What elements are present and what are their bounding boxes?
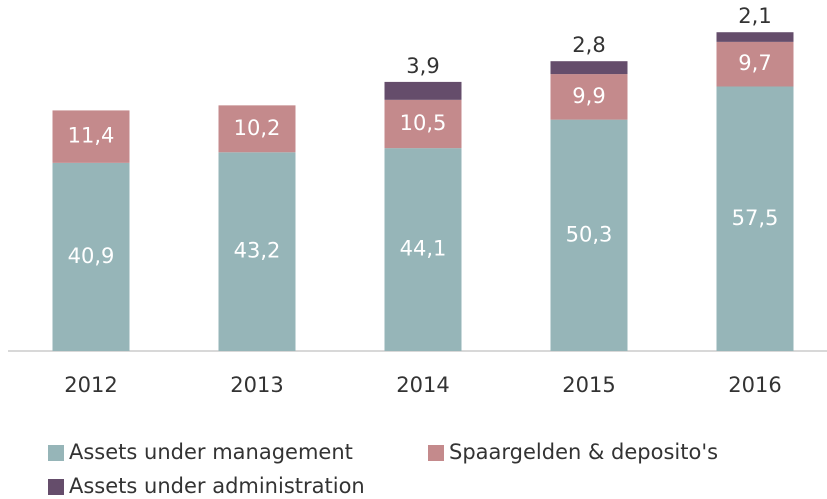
value-label: 2,1	[738, 4, 771, 28]
legend-label: Assets under management	[69, 440, 353, 464]
x-tick-label: 2016	[728, 373, 781, 397]
bar-segment	[550, 74, 628, 120]
x-tick-label: 2015	[562, 373, 615, 397]
bar-segment	[550, 119, 628, 352]
legend-swatch	[48, 479, 64, 495]
bar-segment	[384, 81, 462, 100]
legend-swatch	[48, 445, 64, 461]
legend-swatch	[428, 445, 444, 461]
value-label: 43,2	[234, 239, 281, 263]
x-tick-label: 2013	[230, 373, 283, 397]
x-tick-label: 2012	[64, 373, 117, 397]
value-label: 50,3	[566, 222, 613, 246]
value-label: 2,8	[572, 33, 605, 57]
bar-segment	[52, 162, 130, 351]
value-label: 11,4	[68, 124, 115, 148]
bar-segment	[52, 110, 130, 163]
value-label: 10,2	[234, 116, 281, 140]
bar-segment	[716, 86, 794, 351]
value-label: 44,1	[400, 237, 447, 261]
value-label: 3,9	[406, 54, 439, 78]
legend-label: Spaargelden & deposito's	[449, 440, 718, 464]
bar-segment	[218, 152, 296, 351]
value-label: 57,5	[732, 206, 779, 230]
bar-segment	[550, 61, 628, 75]
bar-segment	[716, 41, 794, 87]
value-label: 9,7	[738, 51, 771, 75]
value-label: 9,9	[572, 84, 605, 108]
bar-segment	[716, 32, 794, 42]
bar-segment	[218, 105, 296, 153]
legend-label: Assets under administration	[69, 474, 365, 498]
bar-segment	[384, 99, 462, 149]
bar-segment	[384, 148, 462, 351]
value-label: 10,5	[400, 111, 447, 135]
x-tick-label: 2014	[396, 373, 449, 397]
value-label: 40,9	[68, 244, 115, 268]
